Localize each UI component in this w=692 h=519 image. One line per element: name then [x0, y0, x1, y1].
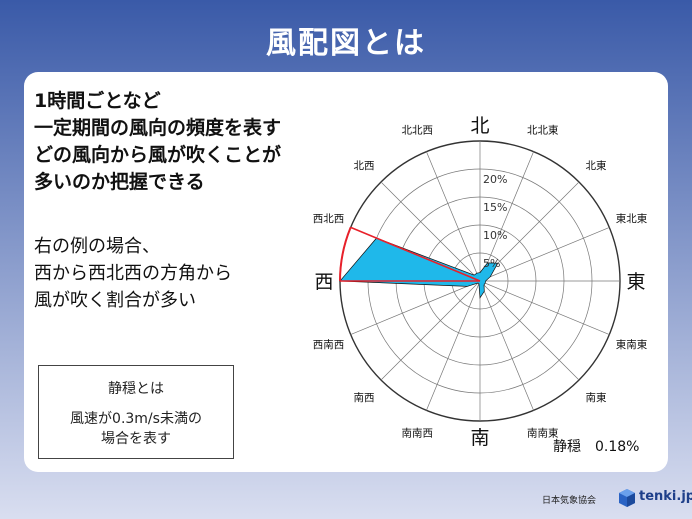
- lead-line: どの風向から風が吹くことが: [34, 144, 282, 166]
- calm-box-title: 静穏とは: [108, 381, 164, 397]
- lead-text: 1時間ごとなど 一定期間の風向の頻度を表す どの風向から風が吹くことが 多いのか…: [34, 88, 334, 196]
- highlight-arc: [339, 227, 352, 282]
- direction-spoke: [479, 280, 534, 411]
- page-title: 風配図とは: [266, 26, 426, 61]
- brand-name: tenki.jp: [639, 489, 692, 504]
- ring-tick-label: 15%: [483, 201, 507, 214]
- footer: 日本気象協会 tenki.jp: [520, 487, 692, 511]
- ring-tick-label: 5%: [483, 257, 500, 270]
- example-line: 西から西北西の方角から: [34, 263, 232, 284]
- ring-tick-label: 10%: [483, 229, 507, 242]
- example-line: 右の例の場合、: [34, 236, 160, 257]
- cube-logo-icon: [619, 489, 635, 507]
- direction-spoke: [479, 280, 580, 381]
- lead-line: 多いのか把握できる: [34, 171, 205, 193]
- direction-label: 西南西: [313, 338, 345, 351]
- ring-tick-label: 20%: [483, 173, 507, 186]
- calm-box-line: 風速が0.3m/s未満の: [70, 411, 202, 427]
- content-card: [24, 72, 668, 472]
- direction-spoke: [479, 227, 610, 282]
- direction-spoke: [350, 280, 481, 335]
- calm-definition-box: 静穏とは 風速が0.3m/s未満の 場合を表す: [38, 365, 234, 459]
- direction-spoke: [426, 151, 481, 282]
- frequency-area: [339, 237, 499, 299]
- direction-spoke: [426, 280, 481, 411]
- direction-label: 北北西: [401, 124, 433, 136]
- direction-label: 西: [314, 271, 333, 293]
- direction-label: 南: [470, 427, 489, 449]
- direction-label: 北東: [585, 159, 606, 172]
- org-name: 日本気象協会: [542, 496, 597, 506]
- direction-spoke: [380, 280, 481, 381]
- direction-label: 北北東: [527, 123, 559, 136]
- direction-label: 東北東: [616, 212, 648, 225]
- direction-label: 南南東: [527, 427, 559, 440]
- direction-spoke: [479, 151, 534, 282]
- highlight-spoke: [350, 226, 481, 282]
- direction-label: 南西: [354, 391, 375, 404]
- direction-label: 北: [470, 115, 489, 137]
- direction-label: 南東: [585, 391, 606, 404]
- direction-spoke: [479, 280, 610, 335]
- calm-box-line: 場合を表す: [101, 431, 171, 447]
- lead-line: 一定期間の風向の頻度を表す: [34, 117, 282, 139]
- direction-label: 北西: [354, 160, 375, 172]
- calm-readout: 静穏 0.18%: [553, 439, 640, 455]
- example-line: 風が吹く割合が多い: [34, 290, 196, 311]
- direction-label: 東: [626, 271, 645, 293]
- lead-line: 1時間ごとなど: [34, 90, 161, 112]
- example-text: 右の例の場合、 西から西北西の方角から 風が吹く割合が多い: [34, 233, 334, 314]
- direction-label: 東南東: [616, 338, 648, 351]
- direction-label: 南南西: [401, 427, 433, 440]
- direction-label: 西北西: [313, 213, 345, 225]
- direction-spoke: [380, 181, 481, 282]
